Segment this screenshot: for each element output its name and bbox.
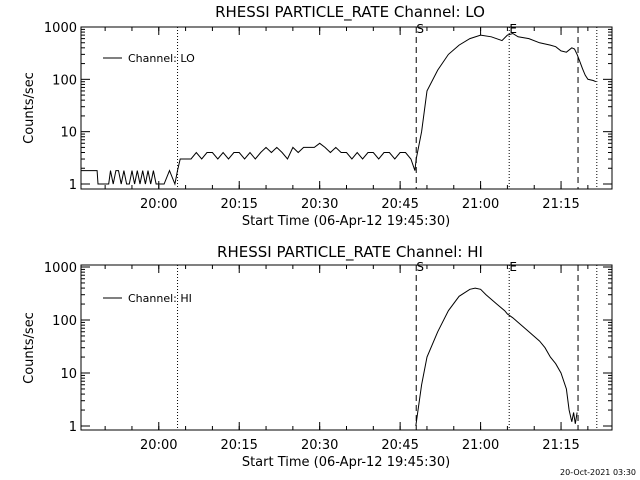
chart-title: RHESSI PARTICLE_RATE Channel: HI <box>217 243 483 262</box>
x-tick-label: 21:15 <box>542 438 579 453</box>
y-tick-label: 1 <box>69 420 77 435</box>
timestamp-label: 20-Oct-2021 03:30 <box>560 468 636 477</box>
legend-label: Channel: LO <box>128 52 195 65</box>
event-marker-label: S <box>416 22 424 36</box>
x-axis-label: Start Time (06-Apr-12 19:45:30) <box>242 455 450 470</box>
panel-hi: RHESSI PARTICLE_RATE Channel: HI 20:00 20… <box>22 243 613 470</box>
x-tick-label: 21:00 <box>462 197 499 212</box>
tick-labels: 20:00 20:15 20:30 20:45 21:00 21:15 1 10 100 1000… <box>44 21 580 212</box>
axis-ticks <box>81 26 612 189</box>
series-line-hi <box>415 287 578 427</box>
x-tick-label: 21:00 <box>462 438 499 453</box>
event-marker-label: E <box>509 22 517 36</box>
y-tick-label: 10 <box>60 367 77 382</box>
x-tick-label: 20:15 <box>220 438 257 453</box>
tick-labels: 20:00 20:15 20:30 20:45 21:00 21:15 1 10 100 1000… <box>44 260 580 453</box>
y-tick-label: 1000 <box>44 21 77 36</box>
flare-markers <box>177 27 598 189</box>
series-line-lo <box>81 32 597 186</box>
x-tick-label: 20:45 <box>381 438 418 453</box>
y-tick-label: 1000 <box>44 261 77 276</box>
x-tick-label: 20:30 <box>301 438 338 453</box>
y-tick-label: 10 <box>60 126 77 141</box>
x-axis-label: Start Time (06-Apr-12 19:45:30) <box>242 214 450 229</box>
plot-frame <box>80 264 613 431</box>
y-tick-label: 1 <box>69 178 77 193</box>
flare-markers <box>177 265 598 430</box>
x-tick-label: 20:30 <box>301 197 338 212</box>
axis-ticks <box>81 265 612 430</box>
y-tick-label: 100 <box>52 314 77 329</box>
legend-label: Channel: HI <box>128 292 192 305</box>
x-tick-label: 21:15 <box>542 197 579 212</box>
x-tick-label: 20:45 <box>381 197 418 212</box>
event-marker-label: S <box>416 260 424 274</box>
x-tick-label: 20:00 <box>140 197 177 212</box>
chart-title: RHESSI PARTICLE_RATE Channel: LO <box>215 3 485 22</box>
x-tick-label: 20:15 <box>220 197 257 212</box>
y-axis-label: Counts/sec <box>22 312 37 384</box>
y-axis-label: Counts/sec <box>22 72 37 144</box>
y-tick-label: 100 <box>52 73 77 88</box>
panel-lo: RHESSI PARTICLE_RATE Channel: LO 20:00 20… <box>22 3 613 229</box>
x-tick-label: 20:00 <box>140 438 177 453</box>
event-marker-label: E <box>509 260 517 274</box>
